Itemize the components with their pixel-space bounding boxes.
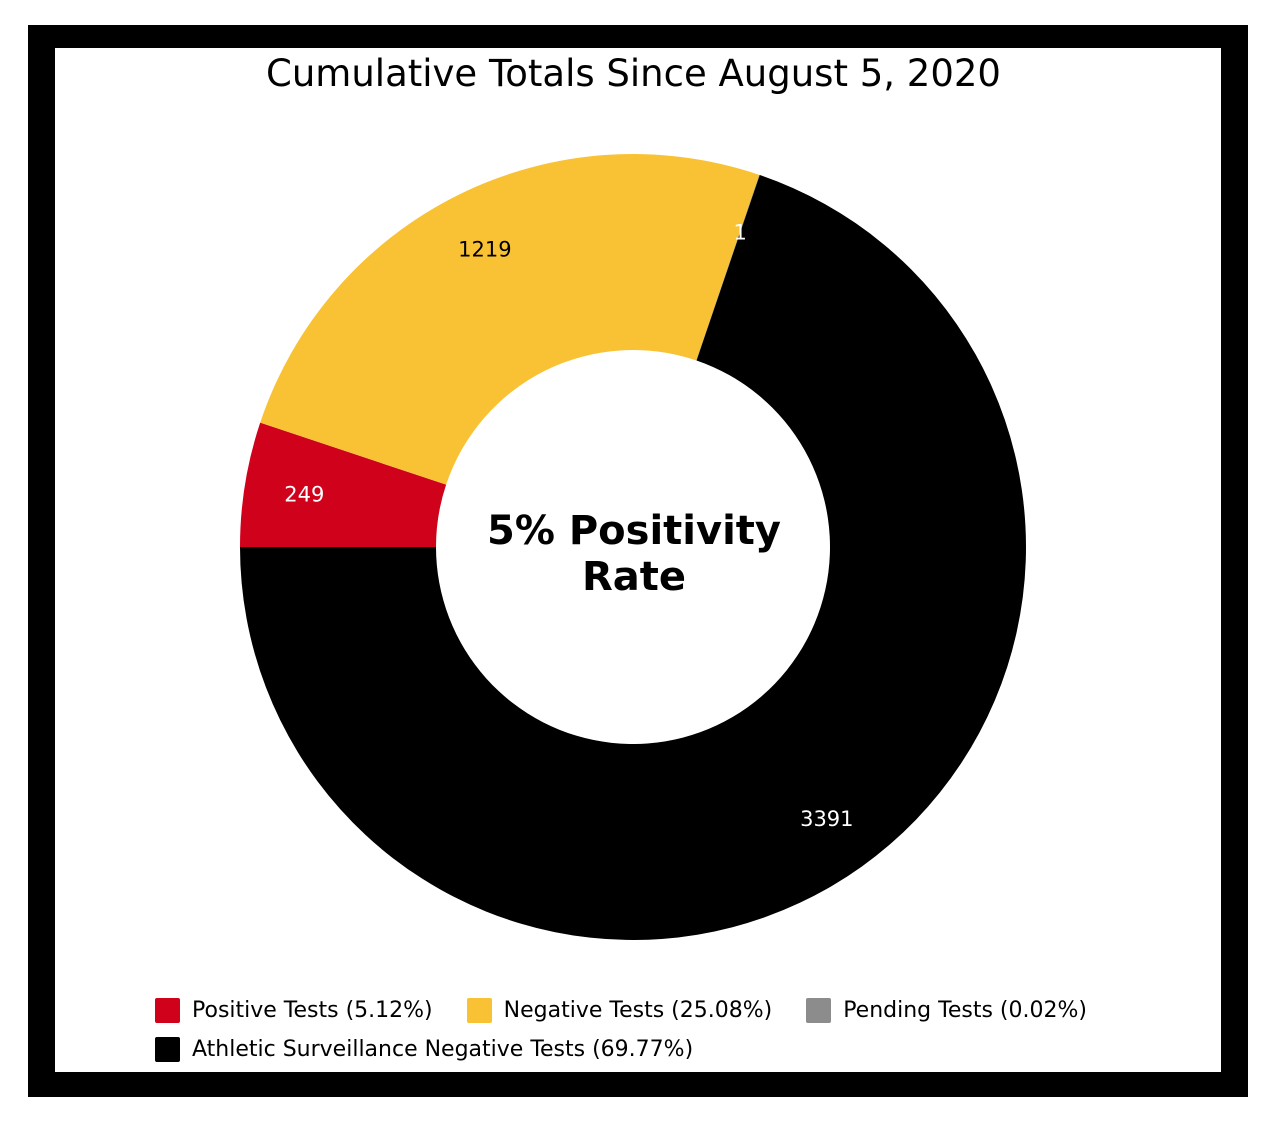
legend-row-1: Positive Tests (5.12%) Negative Tests (2… [155, 992, 1155, 1028]
legend-label-pending: Pending Tests (0.02%) [843, 997, 1087, 1023]
data-label-athletic: 3391 [800, 807, 853, 831]
legend: Positive Tests (5.12%) Negative Tests (2… [155, 992, 1155, 1070]
data-label-positive: 249 [284, 483, 324, 507]
positivity-rate-line-2: Rate [581, 554, 687, 600]
legend-item-positive[interactable]: Positive Tests (5.12%) [155, 997, 433, 1023]
legend-item-pending[interactable]: Pending Tests (0.02%) [806, 997, 1087, 1023]
legend-swatch-pending [806, 997, 832, 1023]
legend-swatch-positive [155, 997, 180, 1023]
legend-row-2: Athletic Surveillance Negative Tests (69… [155, 1031, 1155, 1067]
slice-athletic[interactable] [240, 174, 1026, 940]
data-label-pending: 1 [734, 221, 747, 245]
legend-item-athletic[interactable]: Athletic Surveillance Negative Tests (69… [155, 1036, 694, 1062]
slice-negative[interactable] [260, 153, 760, 485]
positivity-rate-line-1: 5% Positivity [487, 508, 781, 554]
data-label-negative: 1219 [458, 238, 511, 262]
chart-title: Cumulative Totals Since August 5, 2020 [266, 52, 1001, 95]
legend-item-negative[interactable]: Negative Tests (25.08%) [466, 997, 773, 1023]
legend-swatch-athletic [155, 1036, 180, 1062]
positivity-rate-label: 5% Positivity Rate [434, 508, 834, 600]
legend-label-negative: Negative Tests (25.08%) [503, 997, 773, 1023]
slice-pending[interactable] [696, 174, 760, 361]
legend-label-athletic: Athletic Surveillance Negative Tests (69… [192, 1036, 694, 1062]
legend-label-positive: Positive Tests (5.12%) [192, 997, 433, 1023]
slice-positive[interactable] [240, 422, 447, 547]
legend-swatch-negative [466, 997, 492, 1023]
